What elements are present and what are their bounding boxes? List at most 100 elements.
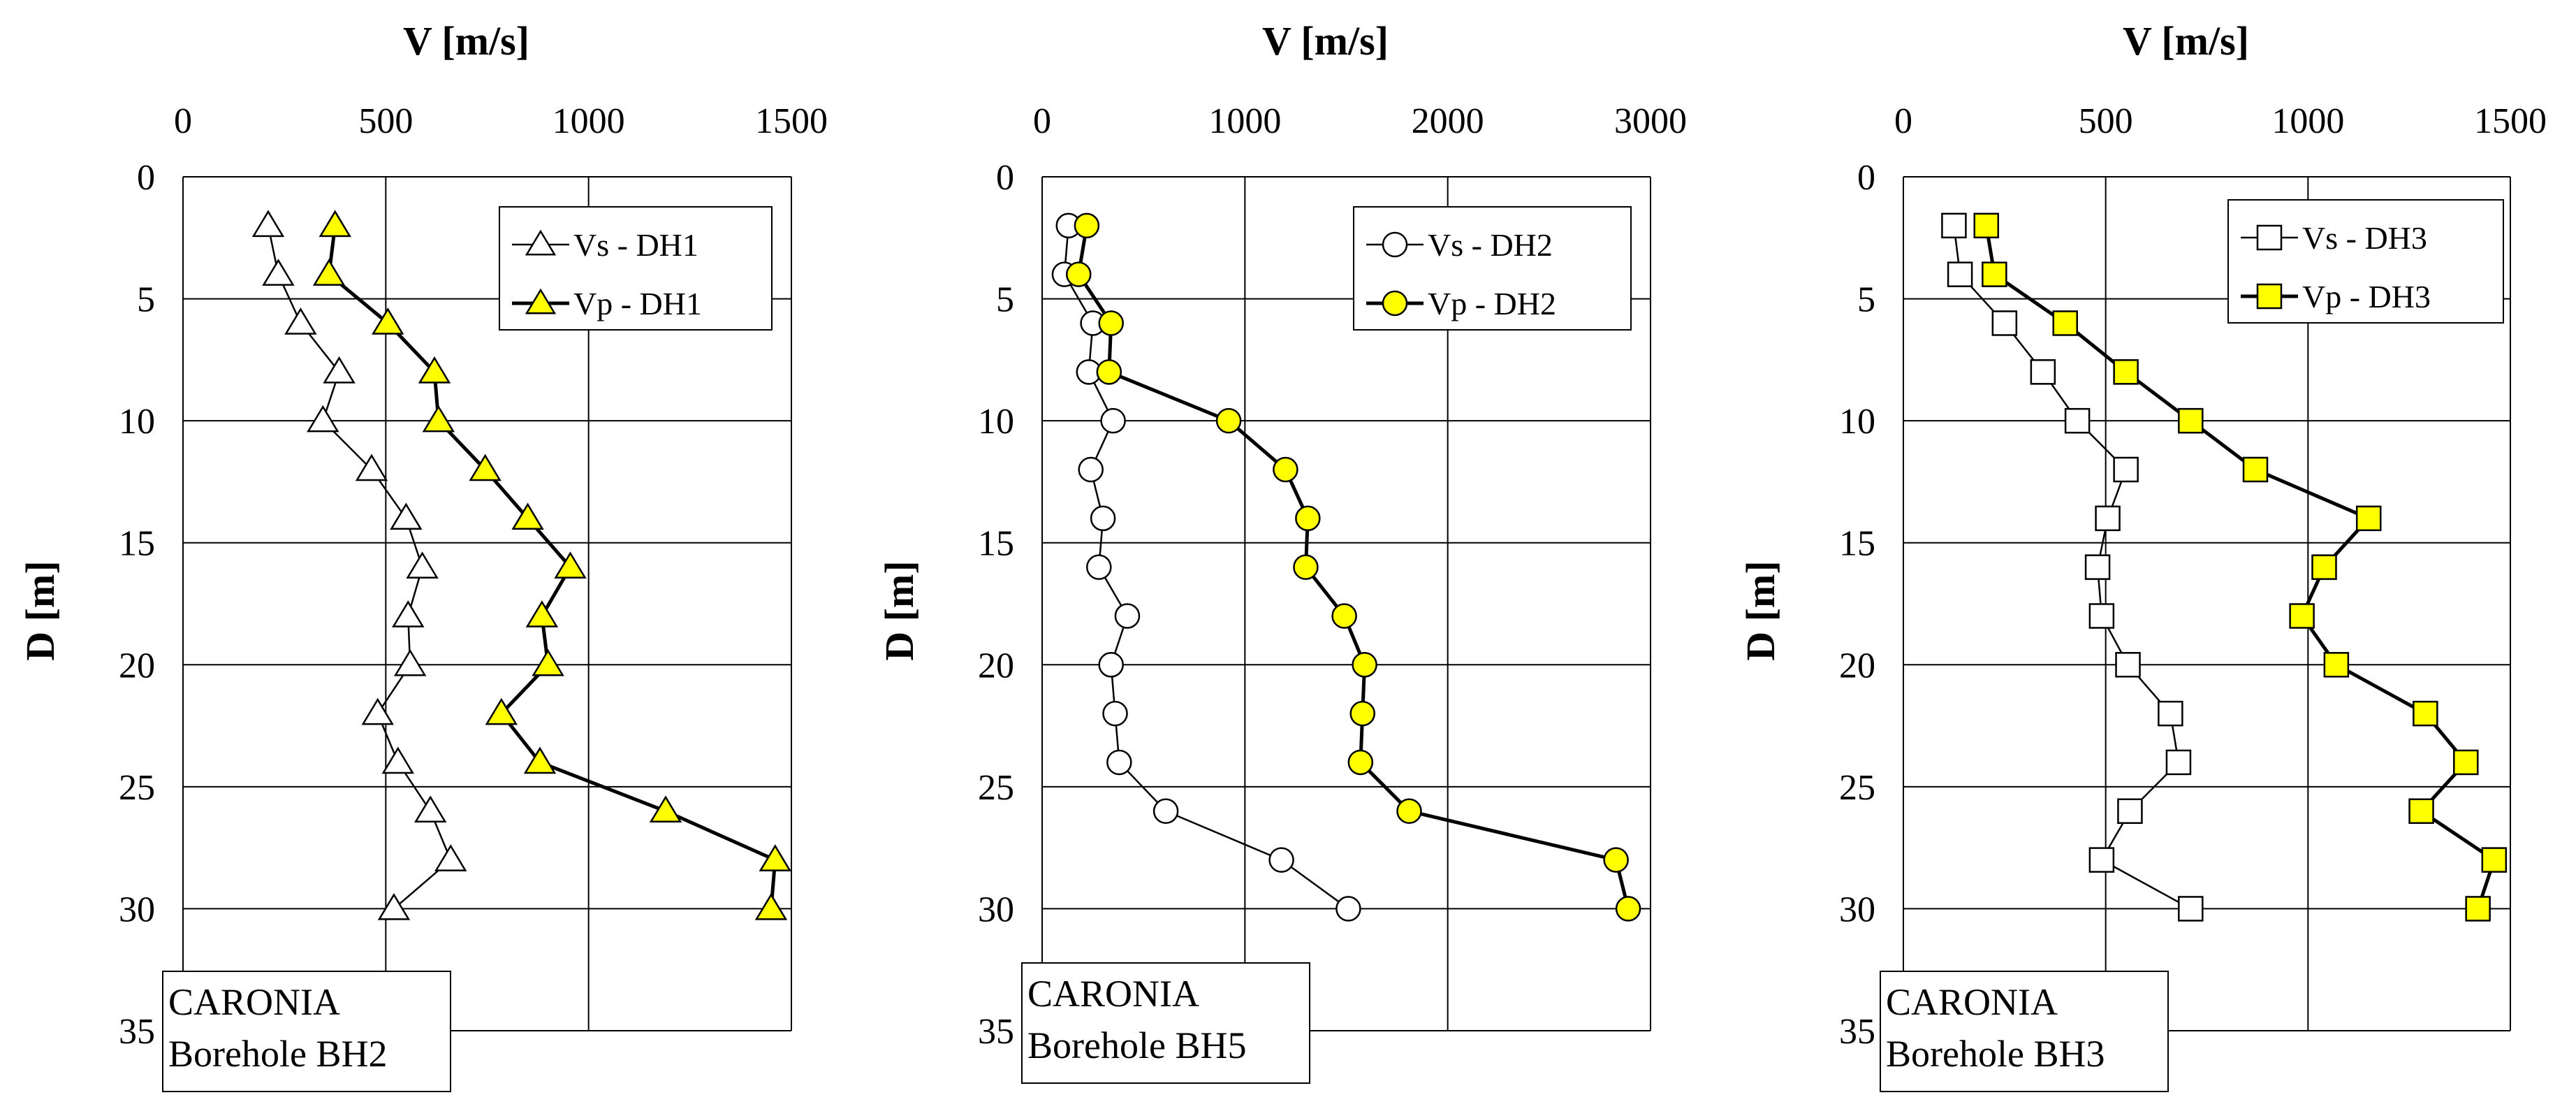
data-point-2-14: [2481, 847, 2508, 873]
data-point-1-6: [355, 454, 388, 481]
data-point-1-10: [1098, 652, 1124, 678]
legend-label-2: Vp - DH1: [573, 286, 702, 321]
data-point-1-9: [392, 600, 425, 628]
data-point-2-3: [372, 307, 404, 335]
data-point-2-1: [319, 210, 351, 238]
legend-marker-2: [1382, 290, 1408, 317]
data-point-2-1: [1973, 212, 2000, 239]
data-point-2-10: [532, 648, 564, 676]
data-point-1-14: [1268, 847, 1294, 873]
data-point-1-12: [381, 746, 414, 774]
data-point-1-8: [1086, 554, 1112, 580]
x-axis-title: V [m/s]: [1262, 18, 1389, 64]
data-point-1-12: [2165, 749, 2192, 776]
data-point-1-7: [2095, 505, 2121, 532]
data-point-2-15: [1615, 896, 1641, 922]
data-point-2-2: [1066, 261, 1092, 287]
data-point-2-3: [1098, 310, 1124, 336]
data-point-2-10: [1352, 652, 1377, 678]
data-point-2-5: [2178, 407, 2204, 434]
data-point-2-4: [2113, 359, 2139, 385]
data-point-1-5: [307, 405, 339, 433]
data-point-1-9: [2088, 603, 2115, 629]
x-axis-title: V [m/s]: [403, 18, 529, 64]
data-point-2-13: [649, 795, 682, 823]
data-point-2-9: [525, 600, 559, 628]
legend-marker-1: [525, 229, 557, 256]
data-point-1-6: [2113, 456, 2139, 483]
y-axis-title: D [m]: [877, 560, 922, 660]
y-tick-label-2: 10: [978, 402, 1014, 442]
data-point-2-14: [759, 844, 791, 871]
x-tick-label-2: 1000: [2271, 101, 2344, 141]
legend-label-2: Vp - DH2: [1428, 286, 1556, 321]
y-axis-title: D [m]: [17, 560, 63, 660]
data-point-2-8: [2311, 554, 2337, 580]
legend-marker-1: [1382, 231, 1408, 258]
x-tick-label-0: 0: [174, 101, 192, 141]
y-tick-label-7: 35: [1839, 1012, 1875, 1052]
y-tick-label-6: 30: [1839, 890, 1875, 929]
data-point-1-13: [2117, 798, 2143, 825]
data-point-1-13: [1152, 798, 1179, 825]
x-tick-label-0: 0: [1894, 101, 1912, 141]
chart-panel-3: V [m/s] 0 500 1000 1500 0 5 10 15 20 25 30 35 D [m] Vs…: [1738, 18, 2547, 1092]
data-point-1-5: [1100, 407, 1126, 434]
data-point-2-11: [485, 697, 518, 725]
data-point-1-7: [390, 502, 423, 530]
data-point-2-9: [2289, 603, 2315, 629]
annotation-line-2: Borehole BH5: [1027, 1024, 1246, 1066]
annotation-box: [1880, 971, 2169, 1092]
data-point-1-15: [1335, 896, 1361, 922]
x-tick-label-2: 1000: [552, 101, 625, 141]
data-point-1-10: [2115, 652, 2141, 678]
x-tick-label-1: 500: [2079, 101, 2133, 141]
data-point-2-5: [422, 405, 455, 433]
y-tick-label-3: 15: [119, 524, 155, 564]
y-tick-label-7: 35: [978, 1012, 1014, 1052]
annotation-line-1: CARONIA: [1886, 981, 2058, 1023]
x-tick-label-0: 0: [1033, 101, 1051, 141]
x-tick-label-1: 1000: [1208, 101, 1281, 141]
y-tick-label-5: 25: [119, 768, 155, 808]
y-tick-label-6: 30: [978, 890, 1014, 929]
data-point-1-3: [284, 307, 317, 335]
x-tick-label-3: 1500: [755, 101, 828, 141]
data-point-1-10: [393, 648, 427, 676]
x-axis-title: V [m/s]: [2123, 18, 2249, 64]
data-point-2-8: [1293, 554, 1319, 580]
data-point-2-13: [1396, 798, 1422, 825]
legend-label-2: Vp - DH3: [2302, 279, 2431, 314]
data-point-2-3: [2052, 310, 2078, 336]
y-tick-label-2: 10: [1839, 402, 1875, 442]
data-point-2-7: [2355, 505, 2382, 532]
data-point-1-2: [1947, 261, 1973, 287]
y-tick-label-3: 15: [978, 524, 1014, 564]
data-point-1-14: [434, 844, 467, 871]
y-tick-label-1: 5: [137, 280, 155, 320]
x-tick-label-3: 3000: [1614, 101, 1687, 141]
legend-label-1: Vs - DH1: [573, 227, 698, 263]
data-point-2-7: [511, 502, 544, 530]
y-tick-label-7: 35: [119, 1012, 155, 1052]
y-tick-label-3: 15: [1839, 524, 1875, 564]
data-point-2-6: [2242, 456, 2269, 483]
data-point-2-12: [523, 746, 557, 774]
y-tick-label-5: 25: [1839, 768, 1875, 808]
data-point-2-12: [2453, 749, 2479, 776]
data-point-2-2: [1982, 261, 2007, 287]
data-point-2-1: [1074, 212, 1100, 239]
y-axis-title: D [m]: [1738, 560, 1783, 660]
x-tick-label-2: 2000: [1412, 101, 1484, 141]
data-point-2-10: [2323, 652, 2350, 678]
y-tick-label-1: 5: [1857, 280, 1875, 320]
data-point-2-8: [554, 551, 587, 579]
legend-marker-2: [525, 288, 557, 314]
y-tick-label-6: 30: [119, 890, 155, 929]
data-point-1-8: [2084, 554, 2111, 580]
data-point-2-7: [1295, 505, 1321, 532]
annotation-line-1: CARONIA: [168, 981, 340, 1023]
legend-marker-2: [2256, 283, 2283, 310]
data-point-1-15: [2178, 896, 2204, 922]
data-point-1-2: [262, 259, 295, 286]
